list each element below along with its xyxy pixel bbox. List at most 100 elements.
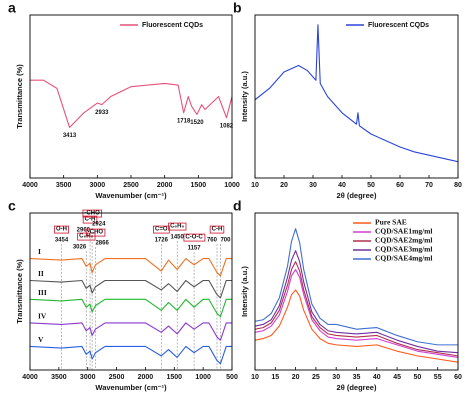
panel-letter: a: [8, 0, 16, 16]
annotation-label: -CHO: [88, 230, 104, 236]
x-tick-label: 80: [454, 182, 462, 189]
series-line: [30, 298, 232, 318]
annotation-label: O-H: [56, 227, 67, 233]
x-tick-label: 4000: [22, 374, 38, 381]
x-axis-label: Wavenumber (cm⁻¹): [95, 383, 167, 392]
series-line: [30, 345, 232, 365]
plot-frame: [254, 212, 459, 371]
annotation-box: [183, 233, 206, 242]
series-line: [255, 250, 458, 354]
x-tick-label: 10: [251, 374, 259, 381]
annotation-label: -CHO: [84, 211, 100, 217]
x-tick-label: 3500: [56, 182, 72, 189]
plot-frame: [254, 14, 459, 179]
annotation-value: 2960: [77, 228, 91, 234]
annotation-box: [168, 222, 187, 231]
annotation-label: C-H: [212, 227, 223, 233]
x-tick-label: 70: [425, 182, 433, 189]
panel-letter: b: [233, 0, 242, 16]
peak-label: 1718: [177, 118, 191, 124]
plot-frame: [29, 14, 233, 179]
panel-letter: d: [233, 198, 242, 214]
annotation-value: 2866: [95, 241, 109, 247]
series-line: [255, 289, 458, 363]
annotation-value: 3454: [55, 238, 69, 244]
peak-label: 2933: [95, 110, 109, 116]
series-label: V: [38, 335, 44, 344]
annotation-label: C=O: [155, 227, 168, 233]
x-tick-label: 45: [393, 374, 401, 381]
x-tick-label: 2500: [109, 374, 125, 381]
series-line: [255, 228, 458, 346]
series-label: II: [38, 269, 44, 278]
x-tick-label: 20: [280, 182, 288, 189]
series-line: [255, 261, 458, 357]
panel: b 10 20 30 40 50 60 70 80 2θ (degree) Intensity (a…: [233, 0, 462, 200]
legend-label: Pure SAE: [375, 218, 407, 227]
plot-frame: [29, 212, 233, 371]
series-line: [30, 279, 232, 299]
x-tick-label: 50: [367, 182, 375, 189]
y-axis-label: Intensity (a.u.): [240, 266, 249, 317]
x-axis-label: 2θ (degree): [337, 383, 377, 392]
x-tick-label: 10: [251, 182, 259, 189]
legend-label: Fluorescent CQDs: [368, 22, 429, 29]
annotation-value: 760: [207, 238, 218, 244]
annotation-label: C-O-C: [185, 235, 203, 241]
peak-label: 1520: [190, 120, 204, 126]
x-tick-label: 30: [309, 182, 317, 189]
annotation-label: C₆H₆: [79, 234, 93, 240]
annotation-box: [85, 228, 106, 237]
annotation-box: [153, 225, 170, 234]
legend-label: CQD/SAE1mg/ml: [375, 227, 433, 236]
series-line: [255, 268, 458, 358]
panel: d 10 15 20 25 30 35 40 45 50 55 60 2θ (degree) Intens…: [233, 198, 462, 392]
panel: a 4000 3500 3000 2500 2000 1500 1000 Wavenumber …: [8, 0, 240, 200]
x-tick-label: 3000: [80, 374, 96, 381]
series-line: [30, 322, 232, 341]
x-tick-label: 60: [396, 182, 404, 189]
panel-letter: c: [8, 198, 16, 214]
annotation-value: 2924: [92, 222, 106, 228]
series-line: [255, 24, 458, 163]
x-tick-label: 35: [353, 374, 361, 381]
series-line: [30, 257, 232, 277]
x-tick-label: 40: [373, 374, 381, 381]
x-tick-label: 1000: [195, 374, 211, 381]
series-label: I: [38, 247, 41, 256]
legend-label: CQD/SAE2mg/ml: [375, 236, 433, 245]
peak-label: 3413: [63, 133, 77, 139]
series-line: [30, 79, 232, 129]
annotation-box: [209, 225, 225, 234]
x-tick-label: 4000: [22, 182, 38, 189]
peak-label: 1082: [220, 123, 234, 129]
x-tick-label: 3500: [51, 374, 67, 381]
annotation-value: 700: [220, 238, 231, 244]
x-tick-label: 50: [414, 374, 422, 381]
y-axis-label: Transmittance (%): [15, 64, 24, 129]
x-tick-label: 1500: [166, 374, 182, 381]
annotation-value: 1726: [155, 238, 169, 244]
x-tick-label: 20: [292, 374, 300, 381]
x-tick-label: 2000: [157, 182, 173, 189]
annotation-value: 3026: [73, 245, 87, 251]
x-tick-label: 15: [271, 374, 279, 381]
x-tick-label: 500: [226, 374, 238, 381]
y-axis-label: Intensity (a.u.): [240, 71, 249, 122]
legend-label: CQD/SAE4mg/ml: [375, 254, 433, 263]
x-tick-label: 1000: [224, 182, 240, 189]
x-axis-label: 2θ (degree): [337, 191, 377, 200]
annotation-label: C₆H₆: [170, 224, 184, 230]
x-tick-label: 60: [454, 374, 462, 381]
annotation-box: [54, 225, 69, 234]
x-tick-label: 30: [332, 374, 340, 381]
x-tick-label: 55: [434, 374, 442, 381]
x-axis-label: Wavenumber (cm⁻¹): [95, 191, 167, 200]
legend-label: Fluorescent CQDs: [142, 22, 203, 29]
annotation-value: 1157: [188, 246, 202, 252]
x-tick-label: 2500: [123, 182, 139, 189]
annotation-box: [82, 209, 102, 218]
panel: c 4000 3500 3000 2500 2000 1500 1000 500 Wavenumb…: [8, 198, 238, 392]
annotation-label: C-H: [85, 217, 96, 223]
